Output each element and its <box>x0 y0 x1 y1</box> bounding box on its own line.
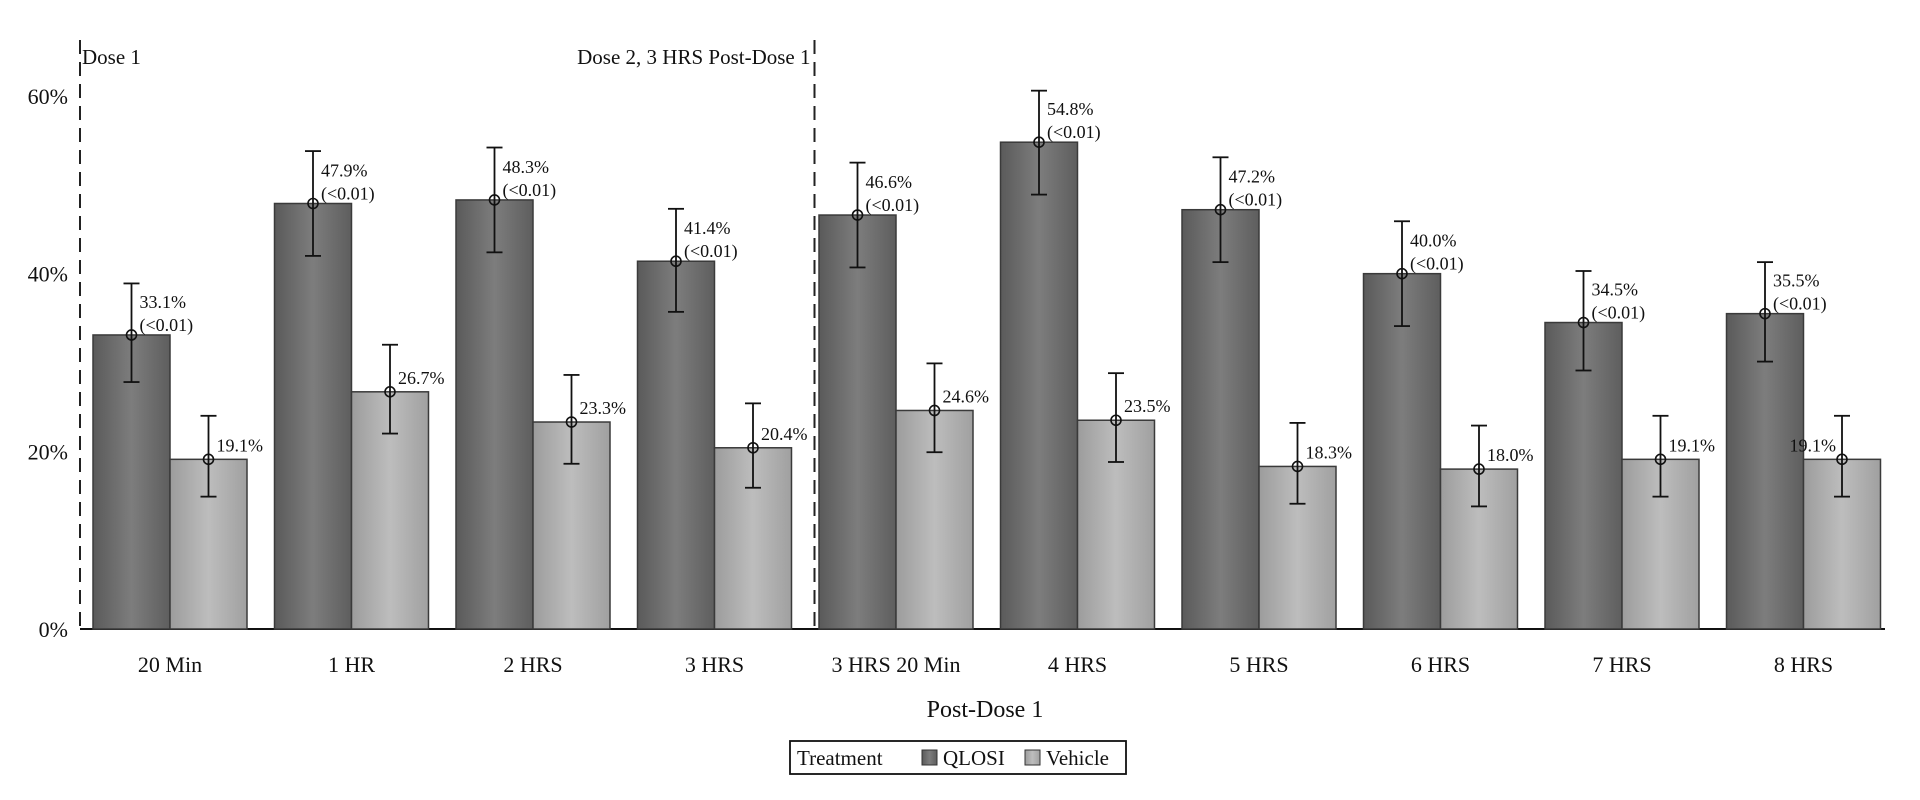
mean-marker <box>1396 267 1408 280</box>
mean-marker <box>670 255 682 268</box>
data-label-qlosi: 54.8% <box>1047 99 1094 119</box>
data-label-qlosi: 46.6% <box>866 172 913 192</box>
bar-qlosi <box>273 202 353 630</box>
category-label: 20 Min <box>138 652 202 677</box>
data-label-vehicle: 23.5% <box>1124 396 1171 416</box>
category-label: 3 HRS 20 Min <box>832 652 961 677</box>
annotation-dose-2: Dose 2, 3 HRS Post-Dose 1 <box>577 45 810 69</box>
mean-marker <box>1759 307 1771 320</box>
p-value-label: (<0.01) <box>321 183 375 204</box>
data-label-vehicle: 19.1% <box>1669 435 1716 455</box>
bar-qlosi <box>1544 321 1623 630</box>
mean-marker <box>1214 203 1227 216</box>
legend-label-qlosi: QLOSI <box>943 746 1005 770</box>
category-label: 7 HRS <box>1592 652 1651 677</box>
mean-marker <box>1110 414 1122 427</box>
category-label: 4 HRS <box>1048 652 1107 677</box>
y-tick-label: 40% <box>28 262 68 287</box>
mean-marker <box>384 386 396 398</box>
data-label-qlosi: 48.3% <box>503 157 550 177</box>
category-label: 3 HRS <box>685 652 744 677</box>
p-value-label: (<0.01) <box>140 315 194 336</box>
data-label-vehicle: 20.4% <box>761 424 808 444</box>
p-value-label: (<0.01) <box>1047 122 1101 143</box>
legend-swatch-vehicle <box>1024 749 1041 766</box>
category-label: 5 HRS <box>1229 652 1288 677</box>
bar-qlosi <box>818 214 897 630</box>
category-label: 8 HRS <box>1774 652 1833 677</box>
data-label-qlosi: 40.0% <box>1410 231 1457 251</box>
p-value-label: (<0.01) <box>684 241 738 262</box>
bar-qlosi <box>1725 312 1805 630</box>
p-value-label: (<0.01) <box>1773 294 1827 315</box>
data-label-vehicle: 24.6% <box>943 386 990 406</box>
legend-title: Treatment <box>797 746 883 770</box>
mean-marker <box>747 441 759 454</box>
p-value-label: (<0.01) <box>1592 303 1646 324</box>
p-value-label: (<0.01) <box>1410 254 1464 275</box>
y-tick-label: 0% <box>39 617 68 642</box>
data-label-qlosi: 41.4% <box>684 218 731 238</box>
data-label-qlosi: 47.2% <box>1229 167 1276 187</box>
mean-marker <box>1577 316 1590 329</box>
y-tick-label: 20% <box>28 439 68 464</box>
data-label-qlosi: 34.5% <box>1592 280 1639 300</box>
data-label-vehicle: 23.3% <box>580 398 627 418</box>
data-label-qlosi: 47.9% <box>321 160 368 180</box>
category-label: 2 HRS <box>503 652 562 677</box>
data-label-vehicle: 18.3% <box>1306 442 1353 462</box>
data-label-qlosi: 33.1% <box>140 292 187 312</box>
mean-marker <box>928 404 941 417</box>
mean-marker <box>1654 453 1667 466</box>
data-label-vehicle: 18.0% <box>1487 445 1534 465</box>
annotation-dose-1: Dose 1 <box>82 45 141 69</box>
mean-marker <box>1033 136 1045 148</box>
data-label-vehicle: 19.1% <box>1790 435 1837 455</box>
mean-marker <box>565 416 578 428</box>
mean-marker <box>1836 453 1848 466</box>
bar-qlosi <box>999 141 1079 630</box>
legend-swatch-qlosi <box>921 749 938 766</box>
legend-label-vehicle: Vehicle <box>1046 746 1109 770</box>
data-label-qlosi: 35.5% <box>1773 271 1820 291</box>
x-axis-title: Post-Dose 1 <box>927 697 1044 723</box>
data-label-vehicle: 19.1% <box>217 435 264 455</box>
p-value-label: (<0.01) <box>866 195 920 216</box>
bar-qlosi <box>636 260 716 630</box>
mean-marker <box>202 453 215 466</box>
legend-box <box>789 740 1127 775</box>
category-label: 1 HR <box>328 652 375 677</box>
p-value-label: (<0.01) <box>503 180 557 201</box>
mean-marker <box>851 209 864 221</box>
bar-qlosi <box>92 334 171 630</box>
mean-marker <box>488 194 501 206</box>
bar-qlosi <box>1181 208 1260 630</box>
mean-marker <box>1473 463 1485 475</box>
mean-marker <box>125 329 138 341</box>
category-label: 6 HRS <box>1411 652 1470 677</box>
data-label-vehicle: 26.7% <box>398 368 445 388</box>
mean-marker <box>1291 460 1304 473</box>
bar-qlosi <box>1362 272 1442 630</box>
mean-marker <box>307 197 319 210</box>
y-tick-label: 60% <box>28 84 68 109</box>
bar-qlosi <box>455 199 534 630</box>
p-value-label: (<0.01) <box>1229 190 1283 211</box>
